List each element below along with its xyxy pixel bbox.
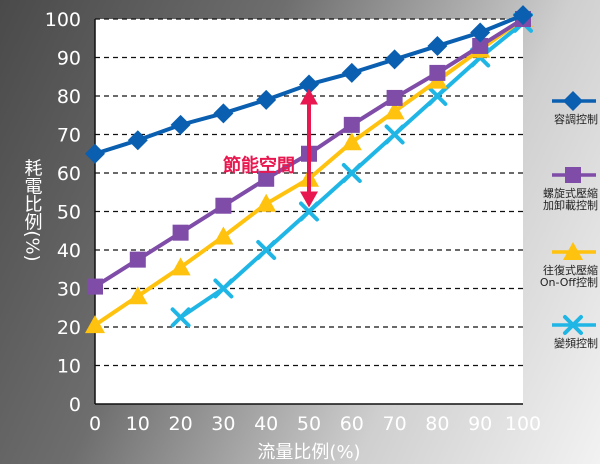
data-point — [129, 251, 146, 268]
legend-marker — [563, 315, 583, 335]
data-point — [384, 124, 405, 145]
y-axis-title: 耗電比例(%) — [22, 158, 43, 261]
data-point — [170, 257, 191, 276]
data-point — [384, 101, 405, 120]
data-point — [256, 240, 277, 260]
y-tick-label: 30 — [57, 279, 81, 301]
annotation-label: 節能空間 — [223, 154, 295, 176]
data-point — [427, 35, 448, 56]
legend-label: On-Off控制 — [540, 275, 598, 289]
data-point — [472, 37, 489, 54]
legend-label: 容調控制 — [554, 112, 598, 126]
data-point — [172, 224, 189, 241]
y-tick-label: 90 — [57, 48, 81, 70]
data-point — [127, 130, 148, 151]
x-tick-label: 90 — [468, 413, 492, 435]
y-tick-label: 20 — [57, 317, 81, 339]
x-tick-label: 60 — [340, 413, 364, 435]
y-tick-label: 100 — [45, 9, 81, 31]
y-tick-label: 80 — [57, 86, 81, 108]
y-tick-label: 0 — [69, 394, 81, 416]
data-point — [384, 49, 405, 70]
x-tick-label: 20 — [169, 413, 193, 435]
legend-label: 加卸載控制 — [543, 198, 598, 212]
legend-label: 往復式壓縮 — [543, 263, 598, 277]
data-point — [341, 132, 362, 151]
data-point — [170, 307, 191, 328]
data-point — [85, 143, 105, 164]
x-tick-label: 0 — [89, 413, 101, 435]
annotation-arrow-head-down — [300, 191, 318, 208]
data-point — [299, 201, 319, 222]
data-point — [429, 64, 446, 81]
data-point — [341, 62, 362, 83]
x-tick-label: 100 — [505, 413, 541, 435]
legend-label: 變頻控制 — [554, 336, 598, 350]
data-point — [427, 86, 448, 106]
x-tick-label: 50 — [297, 413, 321, 435]
data-point — [213, 278, 234, 299]
data-point — [341, 163, 362, 183]
x-tick-label: 80 — [425, 413, 449, 435]
data-point — [299, 74, 319, 95]
legend-label: 螺旋式壓縮 — [543, 186, 598, 200]
data-point — [470, 22, 491, 43]
data-point — [170, 114, 191, 135]
data-point — [87, 278, 103, 295]
data-point — [127, 286, 148, 305]
y-tick-label: 50 — [57, 202, 81, 224]
annotation-arrow-head-up — [300, 88, 318, 105]
data-point — [215, 197, 232, 214]
y-tick-label: 40 — [57, 240, 81, 262]
legend-marker — [565, 167, 581, 183]
data-point — [513, 5, 533, 26]
data-point — [213, 103, 234, 124]
data-point — [386, 89, 403, 106]
y-tick-label: 10 — [57, 356, 81, 378]
data-point — [258, 170, 275, 187]
x-tick-label: 40 — [254, 413, 278, 435]
data-point — [213, 226, 234, 245]
y-tick-label: 60 — [57, 163, 81, 185]
x-tick-label: 70 — [383, 413, 407, 435]
data-point — [85, 315, 105, 334]
data-point — [256, 89, 277, 110]
data-point — [256, 193, 277, 212]
x-tick-label: 30 — [211, 413, 235, 435]
x-axis-title: 流量比例(%) — [257, 442, 360, 463]
legend-marker — [563, 242, 583, 260]
y-tick-label: 70 — [57, 125, 81, 147]
data-point — [343, 116, 360, 133]
x-tick-label: 10 — [126, 413, 150, 435]
legend-marker — [563, 91, 583, 111]
